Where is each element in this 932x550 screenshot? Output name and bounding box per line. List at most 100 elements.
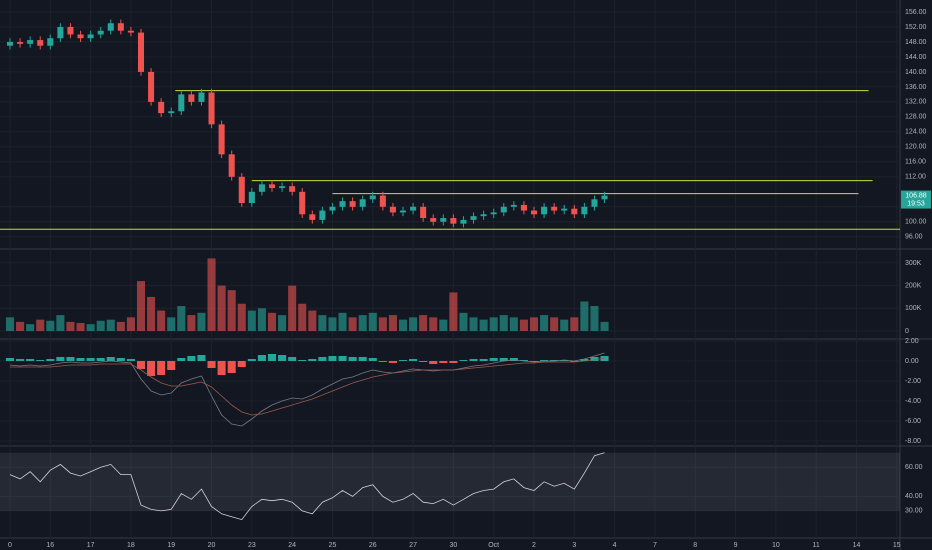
macd-histogram-bar: [157, 361, 166, 375]
x-tick-label: 18: [127, 542, 135, 549]
macd-histogram-bar: [86, 358, 95, 361]
x-tick-label: 20: [208, 542, 216, 549]
volume-bar: [509, 317, 518, 331]
volume-bar: [328, 317, 337, 331]
last-price-badge: [901, 190, 931, 209]
y-tick-label: 96.00: [905, 234, 923, 241]
macd-histogram-bar: [106, 357, 115, 361]
y-tick-label: 156.00: [905, 9, 927, 16]
macd-histogram-bar: [76, 358, 85, 361]
macd-histogram-bar: [267, 354, 277, 361]
volume-bar: [550, 317, 559, 331]
macd-histogram-bar: [96, 358, 105, 361]
volume-bar: [388, 315, 397, 331]
x-tick-label: 27: [409, 542, 417, 549]
x-tick-label: 24: [288, 542, 296, 549]
volume-bar: [288, 285, 297, 331]
x-tick-label: 16: [46, 542, 54, 549]
macd-histogram-bar: [459, 360, 468, 361]
macd-histogram-bar: [439, 361, 448, 363]
y-tick-label: 148.00: [905, 39, 927, 46]
signal-line: [10, 357, 605, 416]
y-tick-label: 30.00: [905, 508, 923, 515]
x-tick-label: 26: [369, 542, 377, 549]
candle-body: [299, 191, 306, 215]
macd-histogram-bar: [398, 360, 408, 361]
volume-bar: [298, 303, 307, 331]
volume-bar: [489, 317, 498, 331]
volume-bar: [197, 312, 206, 331]
x-tick-label: 3: [572, 542, 576, 549]
y-tick-label: 140.00: [905, 69, 927, 76]
volume-bar: [46, 320, 55, 331]
volume-bar: [429, 317, 438, 331]
macd-histogram-bar: [298, 360, 307, 361]
volume-bar: [409, 317, 418, 331]
volume-bar: [267, 312, 277, 331]
candle-body: [510, 204, 517, 207]
y-tick-label: 152.00: [905, 24, 927, 31]
macd-histogram-bar: [197, 355, 206, 361]
macd-histogram-bar: [409, 359, 418, 361]
candle-body: [410, 206, 417, 211]
volume-bar: [499, 315, 508, 331]
rsi-band: [0, 452, 900, 511]
macd-histogram-bar: [469, 359, 478, 361]
macd-histogram-bar: [328, 356, 337, 361]
macd-histogram-bar: [227, 361, 236, 373]
candle-body: [359, 199, 366, 207]
candle-body: [520, 204, 527, 211]
volume-bar: [398, 319, 408, 331]
volume-bar: [207, 258, 216, 331]
candle-body: [268, 184, 276, 189]
volume-bar: [247, 310, 256, 331]
macd-histogram-bar: [247, 359, 256, 361]
candle-body: [470, 216, 477, 220]
volume-bar: [318, 315, 327, 331]
macd-histogram-bar: [308, 359, 317, 361]
candle-body: [158, 101, 165, 114]
volume-bar: [529, 317, 539, 331]
candle-body: [591, 199, 598, 207]
volume-bar: [16, 321, 25, 331]
macd-histogram-bar: [600, 356, 609, 361]
x-tick-label: 25: [329, 542, 337, 549]
macd-histogram-bar: [56, 357, 65, 361]
volume-bar: [368, 312, 377, 331]
volume-bar: [308, 310, 317, 331]
volume-bar: [187, 315, 196, 331]
candle-body: [480, 214, 487, 217]
candle-body: [490, 212, 497, 215]
y-tick-label: 120.00: [905, 144, 927, 151]
candle-body: [218, 124, 225, 155]
x-tick-label: Oct: [488, 542, 499, 549]
volume-bar: [378, 317, 387, 331]
y-tick-label: -4.00: [905, 398, 921, 405]
y-tick-label: 144.00: [905, 54, 927, 61]
y-tick-label: 136.00: [905, 84, 927, 91]
volume-bar: [600, 321, 609, 331]
x-tick-label: 15: [893, 542, 901, 549]
macd-histogram-bar: [419, 361, 428, 362]
y-tick-label: 116.00: [905, 159, 926, 166]
macd-histogram-bar: [449, 361, 458, 363]
macd-histogram-bar: [16, 359, 25, 361]
x-tick-label: 2: [532, 542, 536, 549]
candle-body: [137, 32, 145, 72]
volume-bar: [147, 296, 156, 331]
candle-body: [571, 208, 578, 215]
candle-body: [198, 92, 205, 102]
y-tick-label: -8.00: [905, 438, 921, 445]
candle-body: [460, 219, 467, 224]
y-tick-label: 300K: [905, 260, 922, 267]
y-tick-label: 40.00: [905, 493, 923, 500]
candle-body: [309, 214, 316, 220]
macd-histogram-bar: [177, 358, 186, 361]
candle-body: [178, 94, 185, 112]
volume-bar: [348, 317, 357, 331]
macd-histogram-bar: [147, 361, 156, 376]
x-tick-label: 30: [449, 542, 457, 549]
macd-histogram-bar: [46, 359, 55, 361]
volume-bar: [278, 315, 287, 331]
